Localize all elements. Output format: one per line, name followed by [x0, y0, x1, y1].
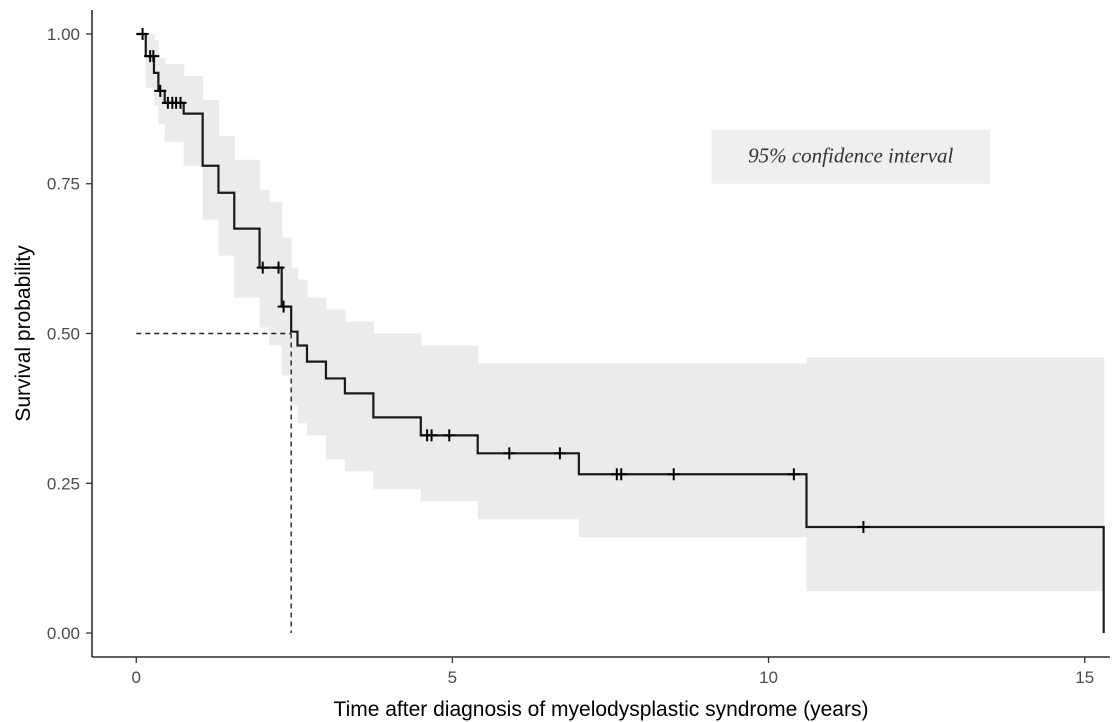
censor-mark [256, 261, 269, 274]
ci-annotation: 95% confidence interval [711, 129, 990, 184]
censor-mark [174, 96, 187, 109]
ci-band-segment [297, 279, 308, 424]
ci-band-segment [306, 297, 327, 436]
ci-band-segment [373, 333, 422, 490]
censor-mark [667, 468, 680, 481]
median-survival-guides [136, 332, 292, 634]
censor-mark [136, 27, 149, 40]
y-axis-title: Survival probability [12, 245, 35, 422]
confidence-band [145, 33, 1105, 592]
axes [86, 10, 1110, 663]
x-tick-label: 15 [1075, 668, 1094, 687]
censor-mark [147, 50, 160, 63]
ci-band-segment [420, 345, 479, 502]
censor-mark [277, 300, 290, 313]
x-tick-label: 5 [448, 668, 457, 687]
ci-band-segment [259, 189, 270, 328]
x-tick-label: 0 [132, 668, 141, 687]
y-tick-label: 0.75 [47, 175, 80, 194]
y-tick-label: 0.25 [47, 474, 80, 493]
y-tick-label: 0.00 [47, 624, 80, 643]
censor-mark [443, 429, 456, 442]
censor-marks [136, 27, 870, 534]
censor-mark [503, 447, 516, 460]
censor-mark [857, 521, 870, 534]
censor-mark [787, 468, 800, 481]
censor-mark [154, 84, 167, 97]
censor-mark [425, 429, 438, 442]
ci-band-segment [578, 363, 808, 538]
ci-band-segment [183, 75, 204, 166]
y-tick-label: 1.00 [47, 25, 80, 44]
censor-mark [272, 261, 285, 274]
ci-band-segment [325, 309, 346, 460]
ci-annotation-label: 95% confidence interval [748, 144, 953, 168]
ci-annotation-box [711, 129, 990, 184]
censor-mark [553, 447, 566, 460]
x-axis-title: Time after diagnosis of myelodysplastic … [334, 698, 869, 721]
ci-band-segment [202, 99, 220, 220]
x-tick-label: 10 [759, 668, 778, 687]
ci-band-segment [269, 201, 283, 346]
ci-band-segment [218, 135, 235, 256]
censor-mark [615, 468, 628, 481]
ci-band-segment [806, 357, 1105, 592]
ci-band-segment [477, 363, 580, 520]
tick-labels: 0.00 0.25 0.50 0.75 1.00 0 5 10 15 [47, 25, 1094, 687]
y-tick-label: 0.50 [47, 325, 80, 344]
ci-band-segment [344, 321, 374, 472]
ci-band-segment [291, 267, 299, 406]
